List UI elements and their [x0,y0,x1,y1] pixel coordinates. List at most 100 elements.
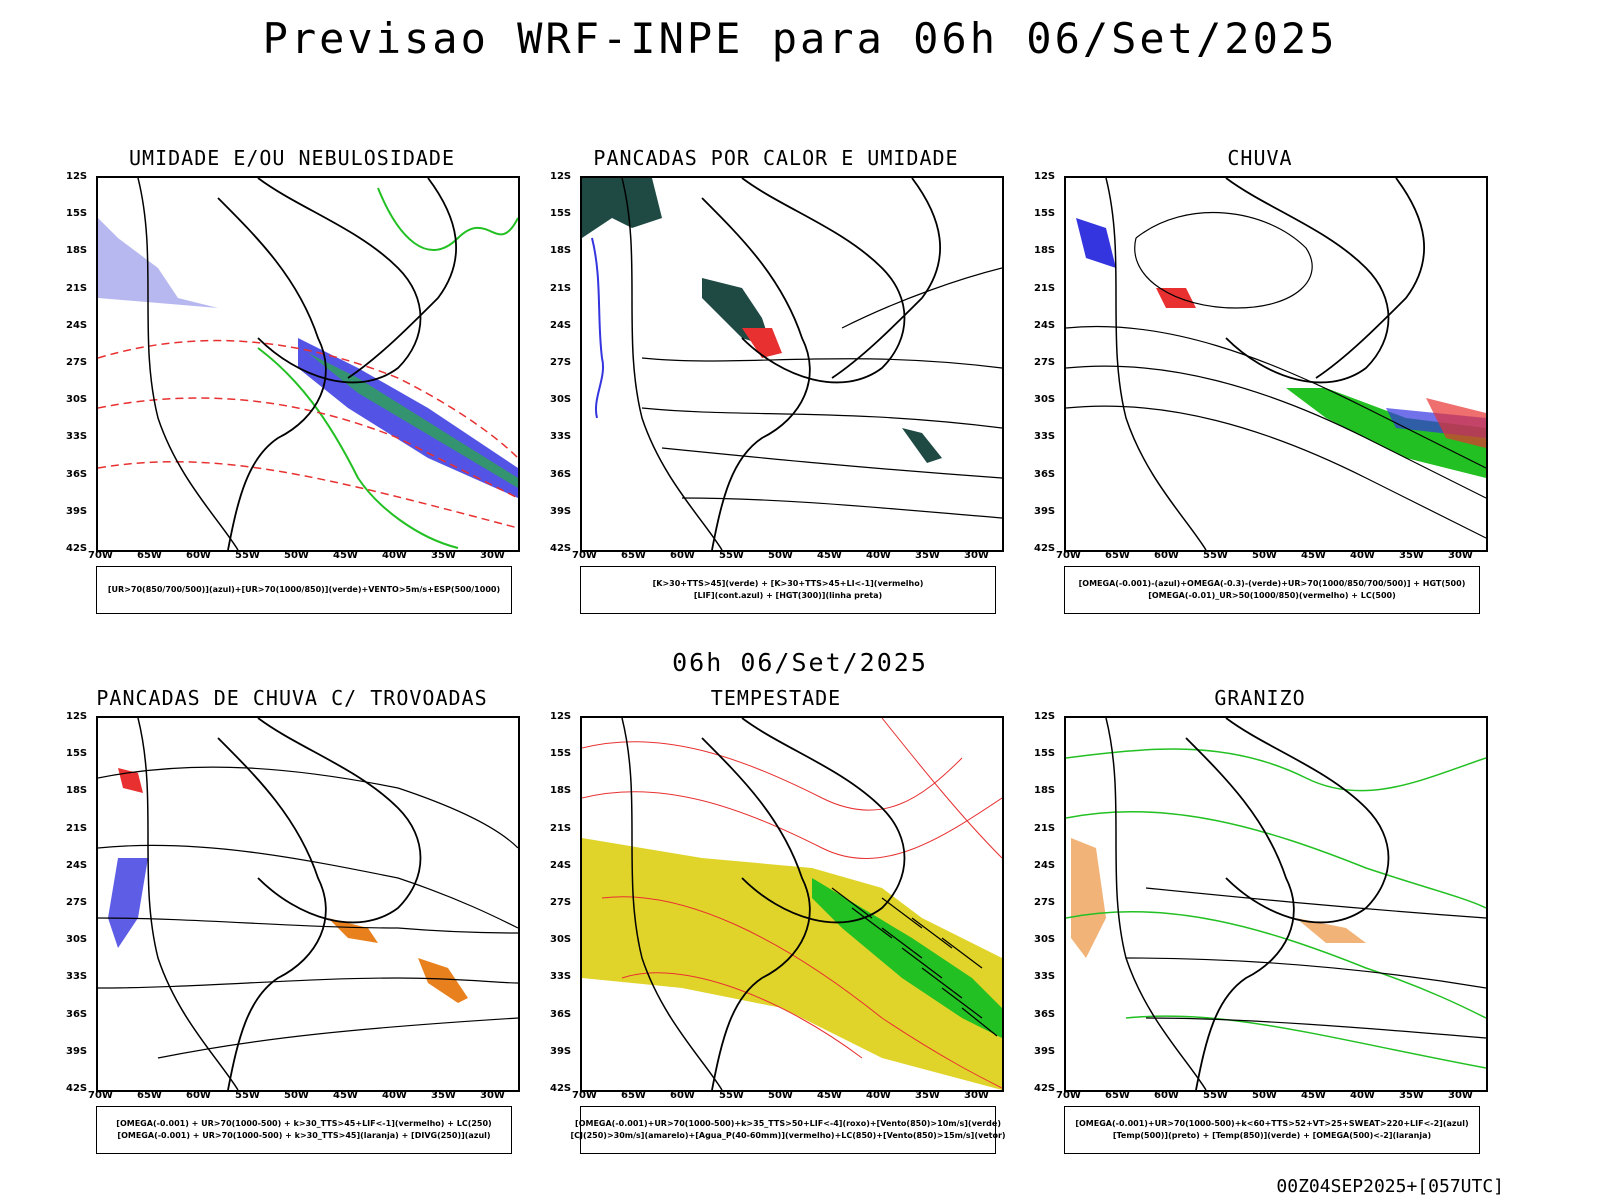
coastline [621,178,723,550]
lc-contour [621,972,863,1059]
latitude-label: 18S [550,785,572,797]
longitude-label: 50W [768,1090,793,1101]
longitude-label: 60W [186,550,211,561]
coastline [831,178,942,379]
legend-line: [UR>70(850/700/500)](azul)+[UR>70(1000/8… [107,585,501,594]
coastline [137,718,239,1090]
longitude-label: 50W [768,550,793,561]
map-svg [582,178,1002,550]
instability-area [582,178,662,238]
storm-area-red [118,768,143,793]
border-line [1185,737,1295,1090]
latitude-label: 39S [1034,505,1056,517]
legend-box: [OMEGA(-0.001)+UR>70(1000-500)+k>35_TTS>… [570,1106,1006,1154]
legend-box: [OMEGA(-0.001) + UR>70(1000-500) + k>30_… [96,1106,512,1154]
map-frame [96,716,520,1092]
coastline [1105,178,1207,550]
latitude-label: 21S [550,282,572,294]
longitude-label: 70W [88,1090,113,1101]
latitude-label: 36S [1034,468,1056,480]
longitude-label: 50W [284,1090,309,1101]
longitude-label: 40W [382,1090,407,1101]
legend-line: [LIF](cont.azul) + [HGT(300)](linha pret… [693,591,883,600]
temp850-contour [1066,748,1486,792]
latitude-label: 15S [66,208,88,220]
border-line [257,178,422,384]
lc-contour [601,896,1002,1089]
longitude-label: 60W [186,1090,211,1101]
panel-chuva: CHUVA [OMEGA(-0.001)-(azul)+OMEGA(-0.3)-… [1034,146,1488,616]
longitude-label: 35W [915,550,940,561]
longitude-label: 40W [866,550,891,561]
lc-contour [582,741,963,811]
latitude-label: 18S [1034,785,1056,797]
map-frame [1064,176,1488,552]
thickness-line [98,397,518,499]
longitude-label: 45W [333,1090,358,1101]
latitude-label: 18S [66,245,88,257]
latitude-label: 33S [550,971,572,983]
temp850-contour [1066,810,1486,909]
longitude-label: 45W [333,550,358,561]
longitude-label: 70W [572,550,597,561]
longitude-label: 30W [964,1090,989,1101]
humidity-contour [257,347,459,549]
latitude-label: 18S [1034,245,1056,257]
latitude-label: 27S [1034,357,1056,368]
latitude-label: 30S [66,934,88,946]
longitude-label: 60W [670,550,695,561]
latitude-label: 33S [1034,971,1056,983]
longitude-label: 70W [1056,550,1081,561]
longitude-label: 50W [1252,1090,1277,1101]
legend-box: [OMEGA(-0.001)-(azul)+OMEGA(-0.3)-(verde… [1064,566,1480,614]
latitude-label: 42S [1034,1083,1056,1094]
latitude-label: 27S [1034,897,1056,908]
latitude-label: 24S [66,859,88,871]
streamline [98,977,518,989]
map-svg [98,178,518,550]
latitude-label: 36S [550,1008,572,1020]
longitude-label: 45W [1301,1090,1326,1101]
panel-title: UMIDADE E/OU NEBULOSIDADE [128,146,456,170]
temp500-contour [1145,887,1486,919]
latitude-label: 30S [1034,934,1056,946]
longitude-label: 35W [1399,1090,1424,1101]
rain-area-red [1156,288,1196,308]
longitude-label: 30W [480,1090,505,1101]
longitude-label: 40W [1350,550,1375,561]
streamline [1134,212,1313,309]
latitude-label: 27S [550,897,572,908]
instability-area-red [742,328,782,358]
latitude-label: 30S [66,394,88,406]
latitude-label: 24S [550,859,572,871]
latitude-label: 18S [66,785,88,797]
latitude-label: 24S [550,319,572,331]
streamline [98,917,518,934]
longitude-label: 55W [1203,1090,1228,1101]
longitude-label: 30W [480,550,505,561]
border-line [257,718,422,924]
map-svg [582,718,1002,1090]
panel-title: PANCADAS DE CHUVA C/ TROVOADAS [96,686,488,710]
lc-contour [582,791,1002,859]
panel-trovoadas: PANCADAS DE CHUVA C/ TROVOADAS [OMEGA(-0… [66,686,520,1156]
latitude-label: 39S [550,1045,572,1057]
longitude-label: 65W [621,550,646,561]
latitude-label: 15S [1034,208,1056,220]
latitude-label: 15S [1034,748,1056,760]
main-title: Previsao WRF-INPE para 06h 06/Set/2025 [262,14,1338,63]
coastline [1105,718,1207,1090]
longitude-label: 70W [572,1090,597,1101]
longitude-label: 65W [621,1090,646,1101]
longitude-label: 40W [1350,1090,1375,1101]
legend-line: [OMEGA(-0.001)-(azul)+OMEGA(-0.3)-(verde… [1078,579,1466,588]
latitude-label: 18S [550,245,572,257]
latitude-label: 36S [550,468,572,480]
divergence-area [108,858,148,948]
panel-pancadas-calor: PANCADAS POR CALOR E UMIDADE [K>30+TTS>4… [550,146,1004,616]
latitude-label: 24S [1034,859,1056,871]
longitude-label: 65W [137,550,162,561]
longitude-label: 30W [1448,1090,1473,1101]
longitude-label: 55W [235,1090,260,1101]
longitude-label: 30W [964,550,989,561]
